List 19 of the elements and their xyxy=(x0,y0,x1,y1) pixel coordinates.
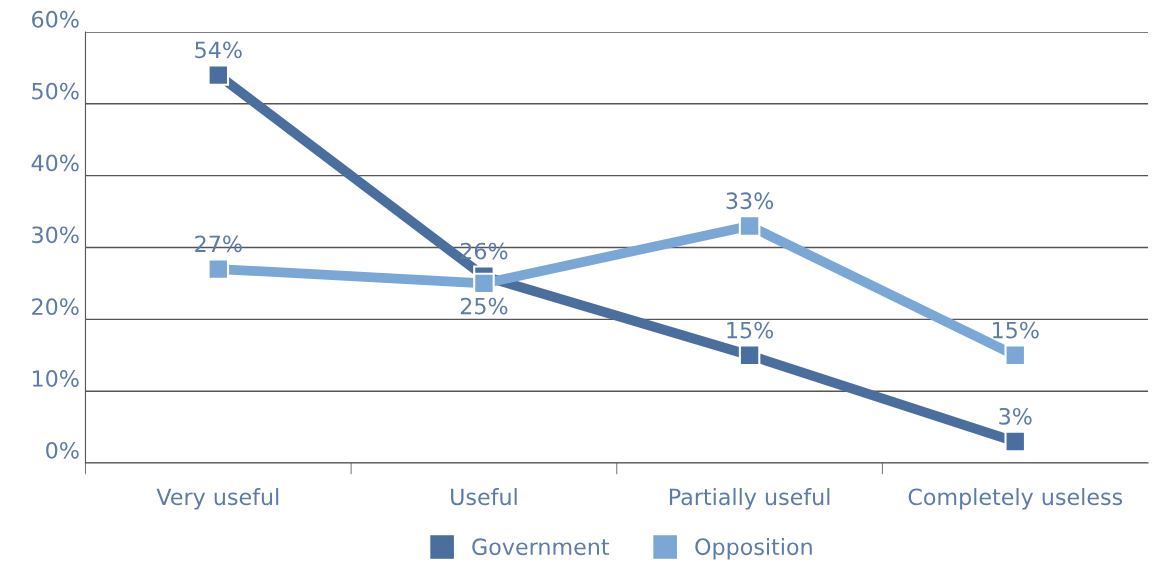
legend-label: Government xyxy=(472,538,610,556)
y-tick-label: 40% xyxy=(31,154,79,172)
x-tick-label: Partially useful xyxy=(669,488,830,510)
y-tick-label: 30% xyxy=(32,226,79,244)
x-tick-label: Completely useless xyxy=(908,488,1123,510)
y-tick-label: 10% xyxy=(32,370,79,387)
data-label: 15% xyxy=(727,321,774,339)
y-tick-label: 60% xyxy=(32,10,79,28)
y-tick-label: 0% xyxy=(46,441,79,459)
data-label: 3% xyxy=(999,407,1032,425)
x-tick-label: Very useful xyxy=(156,488,279,510)
y-tick-label: 50% xyxy=(32,82,79,100)
y-tick-label: 20% xyxy=(32,298,79,316)
legend-label: Opposition xyxy=(695,537,812,560)
x-tick-label: Useful xyxy=(451,488,517,506)
data-label: 25% xyxy=(460,297,508,315)
data-label: 54% xyxy=(195,41,242,59)
data-label: 33% xyxy=(726,192,774,210)
data-label: 15% xyxy=(992,321,1039,339)
